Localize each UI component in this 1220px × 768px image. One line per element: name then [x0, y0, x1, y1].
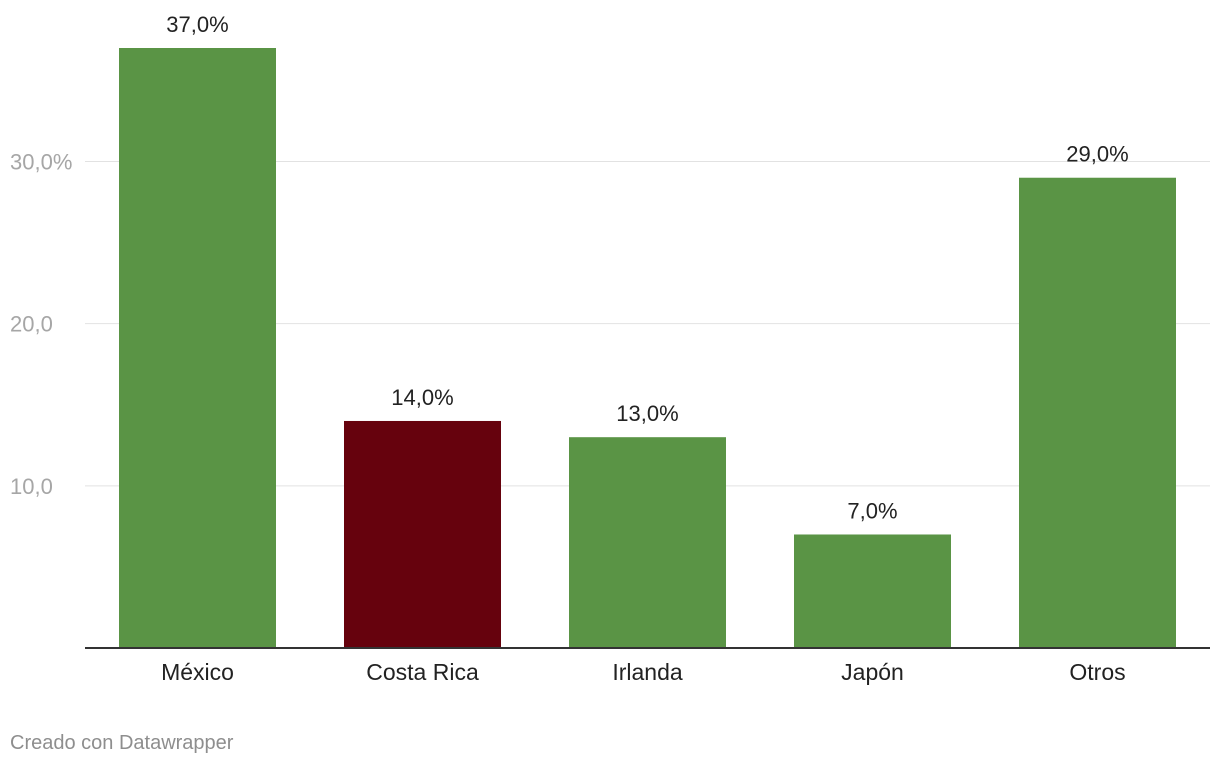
bar-value-label: 37,0%: [166, 12, 228, 37]
credit-text[interactable]: Creado con Datawrapper: [10, 732, 234, 754]
bar: [569, 437, 726, 648]
y-tick-label: 20,0: [10, 312, 53, 337]
x-tick-label: México: [161, 659, 234, 685]
bar: [119, 48, 276, 648]
bar: [794, 534, 951, 648]
bar-value-label: 13,0%: [616, 401, 678, 426]
x-tick-label: Otros: [1069, 659, 1125, 685]
bar: [1019, 177, 1176, 648]
bar: [344, 420, 501, 648]
x-tick-label: Japón: [841, 659, 904, 685]
chart-plot: 10,0 20,0 30,0% 37,0% México 14,0% Costa Rica 1…: [10, 12, 1210, 685]
bar-value-label: 29,0%: [1066, 142, 1128, 167]
bar-value-label: 14,0%: [391, 385, 453, 410]
x-tick-label: Irlanda: [612, 659, 683, 685]
y-tick-label: 30,0%: [10, 150, 72, 175]
x-tick-label: Costa Rica: [366, 659, 479, 685]
bar-value-label: 7,0%: [847, 498, 897, 523]
y-tick-label: 10,0: [10, 474, 53, 499]
